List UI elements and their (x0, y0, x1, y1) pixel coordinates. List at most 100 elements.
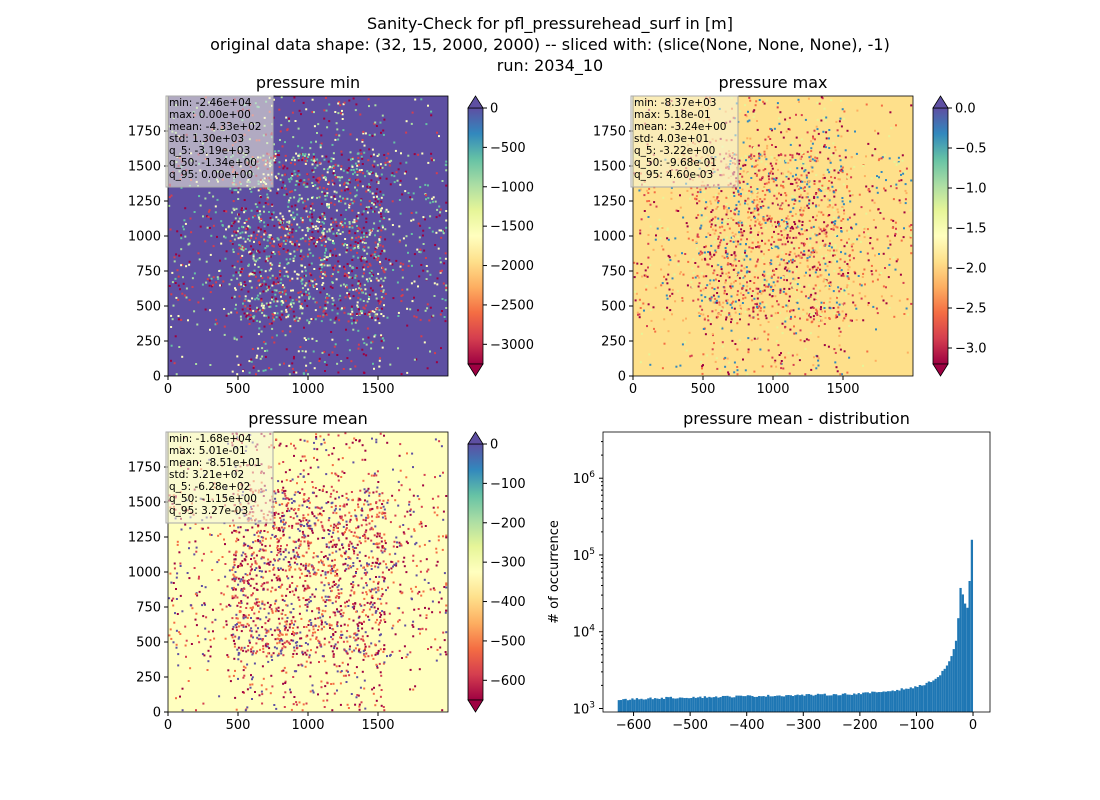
map-pixel (364, 132, 367, 135)
map-pixel (184, 235, 187, 238)
map-pixel (744, 104, 746, 107)
map-pixel (347, 670, 349, 673)
map-pixel (215, 318, 217, 321)
map-pixel (744, 222, 747, 225)
map-pixel (302, 201, 305, 204)
map-pixel (306, 255, 309, 258)
map-pixel (269, 628, 272, 631)
map-pixel (307, 373, 309, 376)
map-pixel (295, 240, 298, 243)
map-pixel (726, 263, 729, 266)
map-pixel (306, 506, 309, 508)
map-pixel (340, 150, 343, 153)
map-pixel (786, 225, 789, 228)
map-pixel (258, 271, 261, 274)
map-pixel (799, 157, 802, 160)
map-pixel (833, 312, 836, 315)
map-pixel (248, 323, 251, 325)
map-pixel (304, 234, 307, 237)
map-pixel (707, 251, 710, 253)
map-pixel (337, 164, 340, 167)
map-pixel (351, 221, 354, 224)
map-pixel (346, 244, 349, 246)
map-pixel (820, 314, 823, 316)
map-pixel (653, 327, 655, 330)
map-pixel (722, 238, 725, 241)
map-pixel (357, 280, 360, 283)
map-pixel (287, 201, 290, 204)
map-pixel (349, 264, 352, 267)
map-pixel (349, 313, 352, 316)
map-pixel (425, 198, 427, 201)
map-pixel (719, 326, 722, 329)
map-pixel (843, 245, 846, 248)
map-pixel (702, 328, 705, 330)
map-pixel (344, 222, 346, 225)
map-pixel (382, 245, 384, 248)
map-pixel (895, 163, 898, 166)
map-pixel (445, 201, 448, 204)
map-pixel (882, 299, 885, 302)
map-pixel (264, 355, 267, 358)
map-pixel (356, 171, 359, 173)
map-pixel (376, 665, 378, 667)
y-tick-label: 1750 (593, 125, 626, 140)
map-pixel (325, 363, 328, 366)
map-pixel (725, 318, 727, 321)
map-pixel (308, 263, 311, 266)
map-pixel (314, 245, 317, 248)
map-pixel (838, 188, 841, 191)
map-pixel (761, 190, 764, 192)
map-pixel (271, 213, 273, 216)
map-pixel (311, 98, 314, 101)
map-pixel (331, 351, 334, 354)
map-pixel (758, 152, 761, 155)
map-pixel (738, 299, 741, 302)
map-pixel (375, 314, 378, 317)
map-pixel (312, 225, 315, 228)
map-pixel (425, 265, 428, 267)
map-pixel (335, 524, 337, 527)
map-pixel (833, 253, 836, 256)
map-pixel (834, 351, 837, 354)
map-pixel (767, 206, 770, 209)
map-pixel (369, 231, 372, 234)
map-pixel (295, 152, 298, 155)
map-pixel (327, 433, 330, 436)
map-pixel (730, 321, 732, 324)
map-pixel (326, 692, 329, 695)
map-pixel (298, 605, 301, 608)
map-pixel (740, 221, 743, 224)
map-pixel (328, 353, 331, 356)
map-pixel (328, 517, 331, 519)
map-pixel (740, 157, 743, 160)
map-pixel (818, 319, 821, 322)
map-pixel (329, 249, 332, 252)
map-pixel (298, 317, 301, 320)
map-pixel (766, 218, 769, 221)
map-pixel (827, 186, 830, 189)
map-pixel (812, 137, 815, 140)
map-pixel (323, 361, 326, 363)
map-pixel (377, 180, 380, 183)
map-pixel (704, 187, 707, 190)
map-pixel (679, 364, 682, 367)
map-pixel (727, 275, 730, 278)
map-pixel (749, 137, 752, 140)
map-pixel (757, 213, 760, 216)
map-pixel (326, 293, 329, 296)
map-pixel (256, 206, 259, 208)
map-pixel (758, 157, 761, 160)
map-pixel (374, 561, 377, 564)
map-pixel (282, 248, 285, 250)
map-pixel (263, 210, 265, 213)
map-pixel (318, 661, 320, 663)
map-pixel (233, 564, 236, 566)
map-pixel (445, 286, 448, 289)
map-pixel (351, 310, 354, 313)
map-pixel (838, 120, 841, 123)
map-pixel (766, 189, 769, 192)
map-pixel (748, 96, 751, 99)
map-pixel (297, 522, 300, 525)
map-pixel (779, 238, 782, 241)
